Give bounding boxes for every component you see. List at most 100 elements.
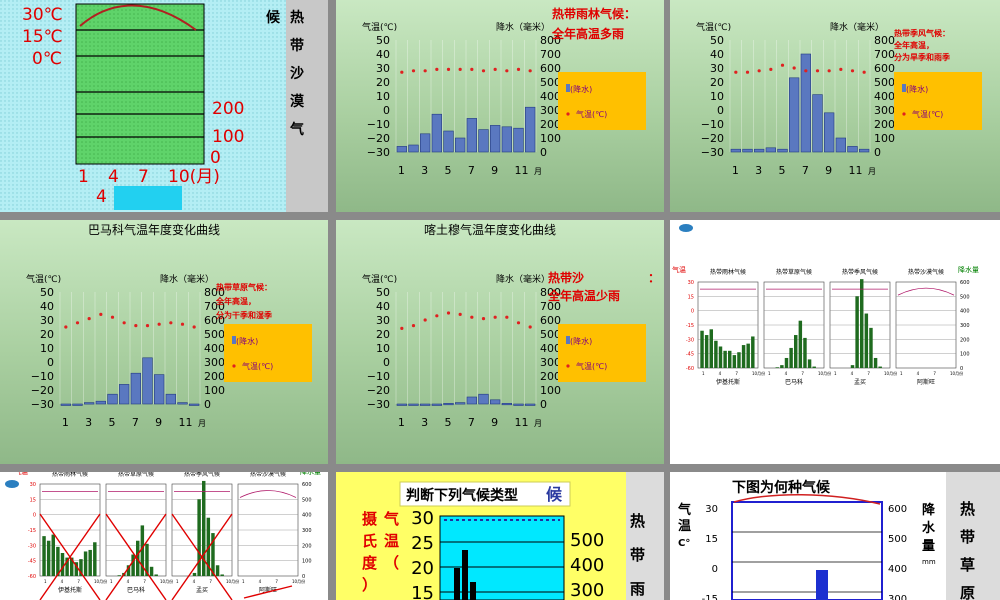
month-label-10: 10(月) [168, 167, 220, 187]
s6-bar-0-11 [746, 343, 750, 368]
slide9-ylabel-0: 气 [678, 502, 691, 518]
slide2-rain-bar-12 [525, 106, 536, 153]
s7-bar-0-10 [83, 551, 88, 576]
s7-left-tick-2: 0 [33, 513, 36, 519]
s7-left-axis: 气温 [14, 472, 28, 476]
s6-month-2-2: 7 [867, 371, 870, 376]
vert-char-5: 气 [289, 121, 304, 138]
slide2-month-7: 7 [468, 164, 475, 177]
slide5-month-9: 9 [491, 416, 498, 429]
slide5-rain-bar-9 [490, 399, 501, 405]
slide5-rain-bar-2 [408, 403, 419, 406]
s6-bar-2-7 [860, 279, 864, 368]
s7-bar-2-11 [220, 574, 224, 576]
s7-city-0: 伊基托斯 [58, 586, 82, 594]
slide4-temp-point-6 [122, 321, 126, 325]
slide8-left-tick-3: 15 [411, 583, 434, 600]
slide4-legend-rain-swatch [232, 336, 236, 344]
rain-label-0: 0 [210, 148, 221, 168]
slide8-vert-0: 热 [630, 512, 645, 530]
slide9-right-tick-2: 400 [888, 564, 907, 575]
slide4-legend-temp: 气温(℃) [242, 361, 273, 371]
slide5-temp-point-8 [481, 317, 486, 321]
slide8-right-tick-2: 300 [570, 580, 604, 600]
s6-bar-0-1 [700, 330, 704, 368]
slide3-rain-bar-6 [789, 77, 800, 153]
slide4-rain-tick-4: 400 [204, 342, 225, 355]
slide5-month-7: 7 [468, 416, 475, 429]
s7-temp-line-3 [239, 490, 297, 498]
slide3-rain-bar-1 [730, 148, 741, 153]
slide2-month-1: 1 [398, 164, 405, 177]
slide3-axis-left: 气温(℃) [696, 21, 731, 33]
slide2-temp-tick-3: 20 [376, 76, 390, 89]
slide2-rain-tick-7: 100 [540, 132, 561, 145]
slide3-temp-point-7 [804, 69, 808, 73]
slide4-rain-tick-2: 600 [204, 314, 225, 327]
slide5-rain-bar-3 [420, 403, 431, 406]
s6-panel-title-0: 热带雨林气候 [710, 268, 746, 276]
s6-right-tick-4: 200 [960, 337, 970, 343]
slide3-rain-bar-8 [812, 94, 823, 153]
slide8-vlabel-3: 摄 [362, 510, 378, 528]
s6-month-1-1: 4 [785, 371, 788, 376]
slide2-legend-rain: (降水) [570, 84, 592, 94]
slide4-temp-point-4 [99, 312, 103, 316]
slide4-rain-bar-8 [142, 357, 153, 405]
slide5-rain-tick-0: 800 [540, 286, 561, 299]
slide9-left-tick-1: 15 [705, 534, 718, 545]
s7-svg: 气温 降水量 30 600 15 500 0 400 -15 300 -30 200 -45 100 -60… [5, 472, 321, 600]
slide5-legend [558, 324, 646, 382]
slide2-legend-rain-swatch [566, 84, 570, 92]
slide3-rain-tick-7: 100 [874, 132, 895, 145]
slide4-month-3: 3 [85, 416, 92, 429]
slide-which-climate: 下图为何种气候 气温 C° 30 15 0 -15 600 500 400 300 降水量 mm 热带草… [670, 472, 1000, 600]
slide2-rain-tick-6: 200 [540, 118, 561, 131]
slide4-temp-tick-2: 30 [40, 314, 54, 327]
slide5-temp-point-4 [435, 314, 439, 318]
slide4-axis-right: 降水（毫米） [160, 273, 214, 285]
slide4-legend-temp-swatch [232, 364, 236, 368]
s7-city-2: 孟买 [196, 586, 208, 594]
slide4-rain-bar-1 [60, 403, 71, 406]
slide5-month-3: 3 [421, 416, 428, 429]
slide2-rain-bar-2 [408, 144, 419, 153]
answer-number: 4 [96, 187, 107, 207]
s7-bar-2-7 [202, 480, 206, 576]
slide2-rain-tick-8: 0 [540, 146, 547, 159]
slide8-vlabel-6: ） [362, 576, 377, 594]
s7-right-tick-3: 300 [302, 528, 312, 534]
slide5-legend-rain-swatch [566, 336, 570, 344]
s7-panel-title-0: 热带雨林气候 [52, 472, 88, 478]
slide4-label-3: 分为干季和湿季 [216, 310, 273, 320]
slide4-rain-bar-11 [177, 402, 188, 405]
slide3-month-3: 3 [755, 164, 762, 177]
slide2-rain-tick-2: 600 [540, 62, 561, 75]
slide5-temp-tick-7: −20 [367, 384, 390, 397]
slide2-temp-point-5 [446, 67, 451, 71]
temp-label-15: 15℃ [22, 27, 63, 47]
month-label-1: 1 [78, 167, 89, 187]
slide3-legend-rain-swatch [902, 84, 906, 92]
slide3-temp-point-5 [780, 63, 785, 67]
s6-left-tick-3: -15 [686, 323, 694, 329]
slide3-label-1: 热带季风气候： [894, 28, 950, 38]
slide4-rain-bar-6 [119, 384, 130, 405]
s6-month-3-2: 7 [933, 371, 936, 376]
s7-month-3-2: 7 [275, 579, 278, 584]
s7-bar-1-3 [117, 575, 121, 576]
s7-month-2-1: 4 [193, 579, 196, 584]
slide2-rain-bar-4 [431, 113, 442, 153]
s6-left-tick-1: 15 [688, 294, 694, 300]
rain-label-100: 100 [212, 127, 244, 147]
s6-bar-0-5 [718, 346, 723, 368]
slide1-side-strip [286, 0, 328, 212]
s7-month-0-1: 4 [61, 579, 64, 584]
slide4-temp-tick-5: 0 [47, 356, 54, 369]
slide5-month-11: 11 [515, 416, 529, 429]
slide2-rain-tick-3: 500 [540, 76, 561, 89]
s7-month-1-3: 10月份 [160, 578, 173, 584]
slide-four-climates-crossed: 气温 降水量 30 600 15 500 0 400 -15 300 -30 200 -45 100 -60… [0, 472, 328, 600]
slide2-temp-point-11 [516, 67, 521, 71]
slide2-month-3: 3 [421, 164, 428, 177]
